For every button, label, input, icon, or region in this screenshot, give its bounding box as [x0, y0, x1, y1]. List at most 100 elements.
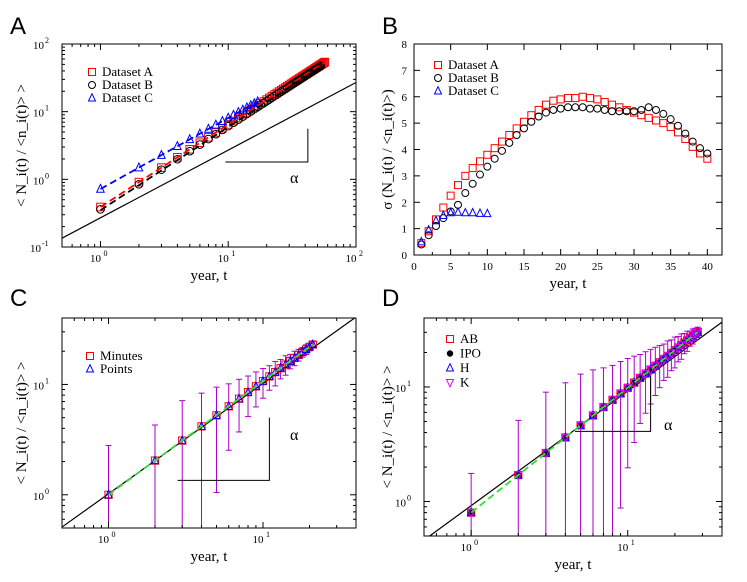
data-point-dataset-a: [652, 116, 660, 125]
data-point-dataset-b: [468, 179, 477, 188]
data-point-dataset-c: [468, 207, 477, 217]
data-point-dataset-a: [534, 105, 543, 114]
x-axis-label: year, t: [191, 549, 229, 565]
y-tick-label: 10: [395, 498, 407, 510]
legend-label: Points: [100, 361, 133, 376]
y-tick-exponent: 1: [407, 379, 411, 388]
data-point-points: [305, 341, 314, 351]
data-point-dataset-b: [134, 180, 144, 189]
data-point-dataset-a: [498, 137, 506, 146]
data-point-k: [673, 343, 683, 354]
data-point-dataset-c: [475, 207, 485, 217]
data-point-dataset-c: [439, 209, 448, 219]
legend-marker: [88, 68, 96, 76]
x-tick-label: 5: [448, 261, 454, 273]
legend-marker: [445, 379, 455, 388]
data-point-dataset-b: [578, 103, 587, 112]
data-point-dataset-b: [637, 105, 646, 114]
y-tick-label: 4: [402, 145, 408, 157]
x-tick-exponent: 1: [231, 249, 235, 258]
data-point-dataset-b: [520, 124, 528, 133]
y-tick-label: 5: [402, 118, 408, 130]
fit-line: [100, 100, 259, 190]
data-point-dataset-b: [674, 121, 682, 130]
data-point-k: [629, 378, 639, 389]
data-point-dataset-b: [652, 105, 660, 114]
data-point-dataset-b: [586, 104, 594, 113]
y-tick-label: 1: [402, 224, 408, 236]
data-point-dataset-b: [314, 62, 323, 72]
data-point-points: [224, 400, 234, 410]
data-point-dataset-c: [483, 208, 492, 218]
reference-line: [428, 321, 722, 536]
data-point-dataset-a: [681, 134, 690, 143]
data-point-dataset-b: [630, 107, 638, 116]
legend-marker: [434, 74, 442, 82]
data-point-dataset-a: [644, 113, 653, 122]
data-point-dataset-a: [505, 130, 514, 139]
data-point-dataset-b: [696, 144, 704, 153]
data-point-dataset-a: [490, 144, 499, 153]
data-point-k: [561, 433, 570, 444]
plot-frame: [423, 317, 723, 537]
data-point-points: [243, 386, 253, 396]
data-point-dataset-b: [659, 109, 668, 118]
data-point-dataset-a: [556, 95, 565, 104]
x-tick-label: 10: [482, 261, 494, 273]
data-point-dataset-b: [542, 108, 550, 117]
data-point-dataset-b: [461, 189, 470, 198]
data-point-dataset-c: [246, 99, 256, 110]
x-axis-label: year, t: [191, 268, 229, 284]
y-tick-exponent: -1: [42, 239, 49, 248]
x-tick-label: 40: [702, 261, 714, 273]
y-axis-label: < N_i(t) / <n_i(t)> >: [380, 366, 396, 489]
x-tick-label: 10: [461, 542, 473, 554]
data-point-dataset-b: [512, 130, 521, 139]
x-tick-label: 10: [90, 253, 102, 265]
data-point-dataset-b: [316, 61, 326, 71]
legend-label: IPO: [460, 346, 481, 361]
data-point-dataset-a: [564, 94, 572, 103]
y-tick-label: 3: [402, 171, 408, 183]
y-tick-label: 10: [33, 40, 45, 52]
y-tick-label: 10: [33, 175, 45, 187]
panel-label-a: A: [10, 13, 26, 40]
data-point-dataset-b: [315, 62, 325, 71]
legend-marker: [445, 362, 455, 372]
data-point-dataset-a: [674, 128, 682, 137]
data-point-dataset-b: [534, 112, 543, 121]
data-point-h: [513, 469, 523, 479]
legend-marker: [446, 335, 454, 343]
x-tick-label: 10: [218, 253, 230, 265]
plot-frame: [61, 43, 357, 248]
data-point-dataset-b: [274, 88, 284, 98]
panel-label-c: C: [10, 285, 27, 312]
data-point-dataset-b: [593, 104, 602, 113]
reference-line: [62, 81, 356, 239]
legend-label: Dataset C: [448, 83, 499, 98]
alpha-label: α: [290, 170, 299, 187]
data-point-dataset-a: [586, 94, 594, 103]
slope-marker: [177, 417, 270, 481]
data-point-k: [466, 509, 476, 519]
data-point-dataset-a: [659, 119, 668, 128]
data-point-dataset-a: [578, 92, 587, 101]
data-point-dataset-b: [600, 105, 609, 114]
data-point-dataset-a: [520, 117, 528, 126]
data-point-dataset-a: [542, 100, 550, 109]
y-axis-label: < N_i(t) / <n_i(t)> >: [14, 84, 30, 207]
plot-area: [428, 321, 722, 536]
data-point-h: [576, 419, 585, 429]
legend-label: Dataset B: [102, 77, 153, 92]
plot-area: [62, 57, 356, 239]
x-axis-label: year, t: [555, 557, 593, 573]
data-point-dataset-a: [446, 191, 455, 200]
data-point-dataset-b: [476, 170, 484, 179]
data-point-dataset-a: [439, 203, 448, 212]
data-point-dataset-a: [424, 227, 433, 236]
legend-label: H: [460, 360, 469, 375]
data-point-points: [308, 338, 318, 349]
data-point-dataset-b: [549, 105, 558, 114]
data-point-dataset-a: [468, 163, 477, 172]
